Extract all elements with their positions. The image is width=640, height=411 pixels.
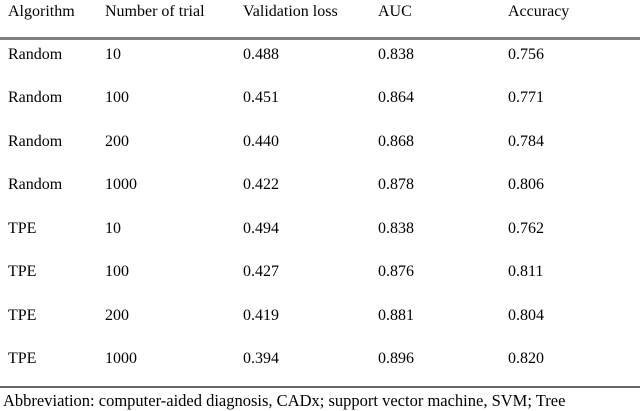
cell-auc: 0.878 bbox=[378, 176, 414, 194]
cell-algorithm: Random bbox=[8, 132, 63, 150]
footer-divider-rule bbox=[0, 386, 640, 388]
cell-auc: 0.838 bbox=[378, 46, 414, 63]
cell-trials: 10 bbox=[105, 46, 121, 63]
cell-auc: 0.896 bbox=[378, 350, 414, 368]
table-footnote: Abbreviation: computer-aided diagnosis, … bbox=[3, 391, 566, 410]
table-row: Random 200 0.440 0.868 0.784 bbox=[0, 133, 640, 176]
cell-trials: 100 bbox=[105, 263, 129, 281]
cell-trials: 10 bbox=[105, 219, 121, 237]
table-row: Random 100 0.451 0.864 0.771 bbox=[0, 89, 640, 132]
cell-accuracy: 0.784 bbox=[508, 132, 544, 150]
col-header-algorithm: Algorithm bbox=[8, 3, 75, 20]
table-row: TPE 100 0.427 0.876 0.811 bbox=[0, 263, 640, 306]
col-header-number-of-trial: Number of trial bbox=[105, 3, 205, 20]
col-header-accuracy: Accuracy bbox=[508, 3, 570, 20]
cell-algorithm: TPE bbox=[8, 350, 37, 368]
table-row: TPE 1000 0.394 0.896 0.820 bbox=[0, 350, 640, 393]
table-row: TPE 10 0.494 0.838 0.762 bbox=[0, 220, 640, 263]
cell-trials: 200 bbox=[105, 306, 129, 324]
cell-accuracy: 0.771 bbox=[508, 89, 544, 107]
cell-validation-loss: 0.488 bbox=[243, 46, 279, 63]
cell-validation-loss: 0.494 bbox=[243, 219, 279, 237]
table-row: TPE 200 0.419 0.881 0.804 bbox=[0, 307, 640, 350]
cell-accuracy: 0.756 bbox=[508, 46, 544, 63]
cell-auc: 0.838 bbox=[378, 219, 414, 237]
cell-trials: 1000 bbox=[105, 176, 137, 194]
cell-algorithm: TPE bbox=[8, 306, 37, 324]
table-header-row: Algorithm Number of trial Validation los… bbox=[0, 3, 640, 21]
cell-trials: 1000 bbox=[105, 350, 137, 368]
cell-auc: 0.881 bbox=[378, 306, 414, 324]
cell-algorithm: Random bbox=[8, 89, 63, 107]
cell-accuracy: 0.804 bbox=[508, 306, 544, 324]
cell-validation-loss: 0.440 bbox=[243, 132, 279, 150]
cell-auc: 0.864 bbox=[378, 89, 414, 107]
cell-validation-loss: 0.422 bbox=[243, 176, 279, 194]
cell-algorithm: TPE bbox=[8, 219, 37, 237]
cell-algorithm: Random bbox=[8, 176, 63, 194]
cell-validation-loss: 0.419 bbox=[243, 306, 279, 324]
cell-accuracy: 0.811 bbox=[508, 263, 544, 281]
cell-accuracy: 0.820 bbox=[508, 350, 544, 368]
cell-auc: 0.876 bbox=[378, 263, 414, 281]
table-body: Random 10 0.488 0.838 0.756 Random 100 0… bbox=[0, 46, 640, 394]
cell-validation-loss: 0.427 bbox=[243, 263, 279, 281]
table-row: Random 1000 0.422 0.878 0.806 bbox=[0, 176, 640, 219]
table-row: Random 10 0.488 0.838 0.756 bbox=[0, 46, 640, 89]
cell-auc: 0.868 bbox=[378, 132, 414, 150]
cell-trials: 100 bbox=[105, 89, 129, 107]
col-header-validation-loss: Validation loss bbox=[243, 3, 338, 20]
cell-trials: 200 bbox=[105, 132, 129, 150]
header-divider-rule bbox=[0, 37, 640, 40]
col-header-auc: AUC bbox=[378, 3, 412, 20]
cell-validation-loss: 0.451 bbox=[243, 89, 279, 107]
cell-accuracy: 0.806 bbox=[508, 176, 544, 194]
cell-algorithm: TPE bbox=[8, 263, 37, 281]
cell-validation-loss: 0.394 bbox=[243, 350, 279, 368]
cell-accuracy: 0.762 bbox=[508, 219, 544, 237]
cell-algorithm: Random bbox=[8, 46, 63, 63]
